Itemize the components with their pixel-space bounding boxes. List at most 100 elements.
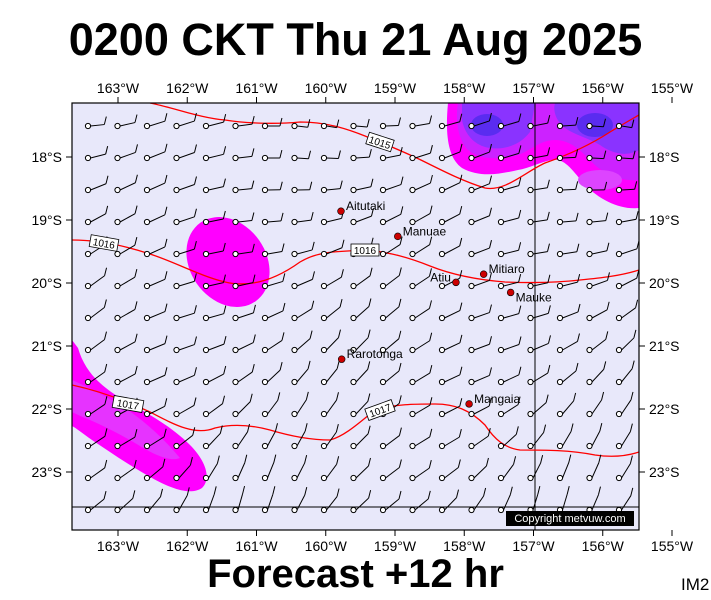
wind-barb <box>114 429 138 450</box>
wind-barb <box>202 365 227 386</box>
wind-barb <box>114 205 138 226</box>
wind-barb <box>586 272 610 290</box>
town-marker: Atiu <box>430 270 460 287</box>
wind-barb <box>173 273 197 290</box>
wind-barb <box>173 397 197 418</box>
wind-barb <box>291 330 313 354</box>
lat-label-right: 19°S <box>649 212 680 228</box>
wind-barb <box>497 486 513 514</box>
wind-barb <box>438 113 463 130</box>
wind-barb <box>556 243 580 258</box>
copyright-box: Copyright metvuw.com <box>506 511 634 526</box>
wind-barb <box>350 267 373 290</box>
wind-barb <box>114 490 136 514</box>
wind-barb <box>556 303 581 322</box>
wind-barb <box>261 332 285 354</box>
wind-barb <box>143 488 163 514</box>
map-frame <box>71 102 640 531</box>
wind-barb <box>556 423 574 450</box>
wind-barb <box>84 299 107 322</box>
wind-barb <box>468 175 492 194</box>
wind-barb <box>586 423 603 450</box>
wind-barb <box>527 114 551 130</box>
wind-barb <box>438 398 463 418</box>
wind-barb <box>409 144 433 162</box>
wind-barb <box>586 331 609 354</box>
wind-barb <box>468 112 492 130</box>
wind-barb <box>615 119 635 130</box>
wind-barb <box>379 298 402 322</box>
wind-barb <box>114 174 138 194</box>
wind-barb <box>468 239 492 258</box>
wind-barb <box>615 329 637 354</box>
wind-barb <box>84 396 108 418</box>
town-marker: Manuae <box>394 224 447 241</box>
wind-barb <box>438 366 463 386</box>
town-label: Rarotonga <box>347 347 403 361</box>
wind-barb <box>556 149 579 162</box>
wind-barb <box>261 486 276 514</box>
wind-barb <box>379 330 402 354</box>
wind-barb <box>497 366 522 386</box>
longitude-labels: 163°W 163°W 162°W 162°W 161°W 161°W 160°W 160°W… <box>97 80 694 554</box>
wind-barb <box>143 335 168 354</box>
wind-barb <box>84 459 108 482</box>
wind-barb <box>497 396 521 418</box>
wind-barb <box>527 454 544 482</box>
lat-label-right: 21°S <box>649 338 680 354</box>
wind-barb <box>350 393 371 418</box>
wind-barb <box>556 181 579 194</box>
wind-barb <box>409 205 433 226</box>
wind-barb <box>232 304 256 322</box>
wind-barb <box>291 487 308 514</box>
wind-barb <box>350 148 372 162</box>
town-marker: Mangaia <box>465 392 520 408</box>
wind-barb <box>615 423 633 450</box>
wind-barb <box>232 363 255 386</box>
wind-barb <box>350 208 374 226</box>
wind-barb <box>409 364 433 386</box>
wind-barb <box>379 146 403 162</box>
wind-barb <box>379 236 403 258</box>
wind-barb <box>261 362 283 386</box>
wind-barb <box>291 454 308 482</box>
wind-barb <box>291 391 309 418</box>
lat-label-right: 22°S <box>649 401 680 417</box>
wind-barb <box>527 179 550 194</box>
wind-barb <box>202 274 226 290</box>
lon-label-bottom: 155°W <box>651 538 694 554</box>
lon-label-bottom: 158°W <box>443 538 486 554</box>
wind-barb <box>320 150 341 162</box>
isobar-1015 <box>149 103 639 190</box>
wind-barb <box>586 301 610 322</box>
wind-barb <box>409 174 433 194</box>
wind-barb <box>527 335 551 354</box>
graticule <box>72 103 639 530</box>
wind-barb <box>409 460 432 482</box>
wind-barb <box>291 241 315 258</box>
wind-barb <box>232 485 246 514</box>
wind-barb <box>84 175 109 194</box>
wind-barb <box>615 455 633 482</box>
wind-barb <box>261 392 281 418</box>
lon-label-bottom: 163°W <box>97 538 140 554</box>
wind-barb <box>173 427 196 450</box>
wind-barb <box>261 423 278 450</box>
wind-barb <box>468 397 492 418</box>
wind-barb <box>379 427 402 450</box>
wind-barb <box>409 397 433 418</box>
wind-barb <box>84 116 107 130</box>
wind-barb <box>291 150 311 162</box>
wind-barb <box>84 145 109 162</box>
lat-label-left: 23°S <box>31 464 62 480</box>
town-label: Manuae <box>403 224 447 238</box>
wind-barb <box>615 211 639 226</box>
wind-barb <box>202 210 226 226</box>
wind-barb <box>202 178 226 194</box>
wind-barb <box>556 392 577 418</box>
wind-barb <box>320 424 339 450</box>
rain-area-southwest-medium <box>72 380 180 460</box>
wind-barb <box>261 212 284 226</box>
wind-barb <box>261 243 285 258</box>
